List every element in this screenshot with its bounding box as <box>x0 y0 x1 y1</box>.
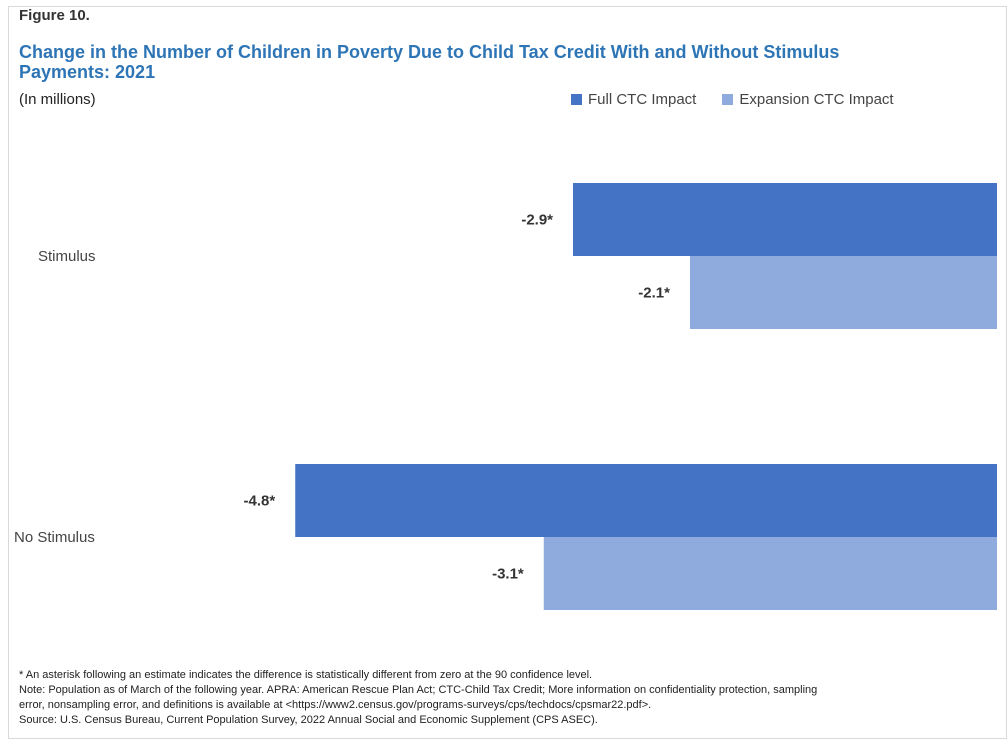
chart-units-subtitle: (In millions) <box>19 91 96 108</box>
bar-stimulus-full <box>573 183 997 256</box>
footnote-note-line-2: error, nonsampling error, and definition… <box>19 699 652 711</box>
legend-item-full: Full CTC Impact <box>571 91 696 108</box>
bar-stimulus-expansion <box>689 256 997 329</box>
footnote-note-line-1: Note: Population as of March of the foll… <box>19 684 818 696</box>
category-label-no-stimulus: No Stimulus <box>14 529 95 546</box>
footnote-source: Source: U.S. Census Bureau, Current Popu… <box>19 714 598 726</box>
bar-no-stimulus-expansion <box>543 537 997 610</box>
figure-label: Figure 10. <box>19 7 90 24</box>
data-label-no-stimulus-full: -4.8* <box>244 493 276 510</box>
data-label-stimulus-expansion: -2.1* <box>638 285 670 302</box>
data-label-stimulus-full: -2.9* <box>521 212 553 229</box>
footnote-asterisk: * An asterisk following an estimate indi… <box>19 669 593 681</box>
data-label-no-stimulus-expansion: -3.1* <box>492 566 524 583</box>
chart-title: Change in the Number of Children in Pove… <box>19 42 919 82</box>
legend-label-expansion: Expansion CTC Impact <box>739 91 894 108</box>
legend-swatch-expansion <box>722 94 734 105</box>
bar-chart: Stimulus -2.9* -2.1* No Stimulus -4.8* -3.1* <box>14 183 997 610</box>
figure-frame <box>8 6 1007 739</box>
footnotes: * An asterisk following an estimate indi… <box>19 668 999 728</box>
chart-title-line-2: Payments: 2021 <box>19 62 156 82</box>
bar-no-stimulus-full <box>295 464 997 537</box>
category-label-stimulus: Stimulus <box>38 248 96 265</box>
legend-item-expansion: Expansion CTC Impact <box>722 91 894 108</box>
chart-title-line-1: Change in the Number of Children in Pove… <box>19 42 840 62</box>
chart-legend: Full CTC Impact Expansion CTC Impact <box>571 91 920 108</box>
legend-label-full: Full CTC Impact <box>588 91 697 108</box>
legend-swatch-full <box>571 94 582 105</box>
